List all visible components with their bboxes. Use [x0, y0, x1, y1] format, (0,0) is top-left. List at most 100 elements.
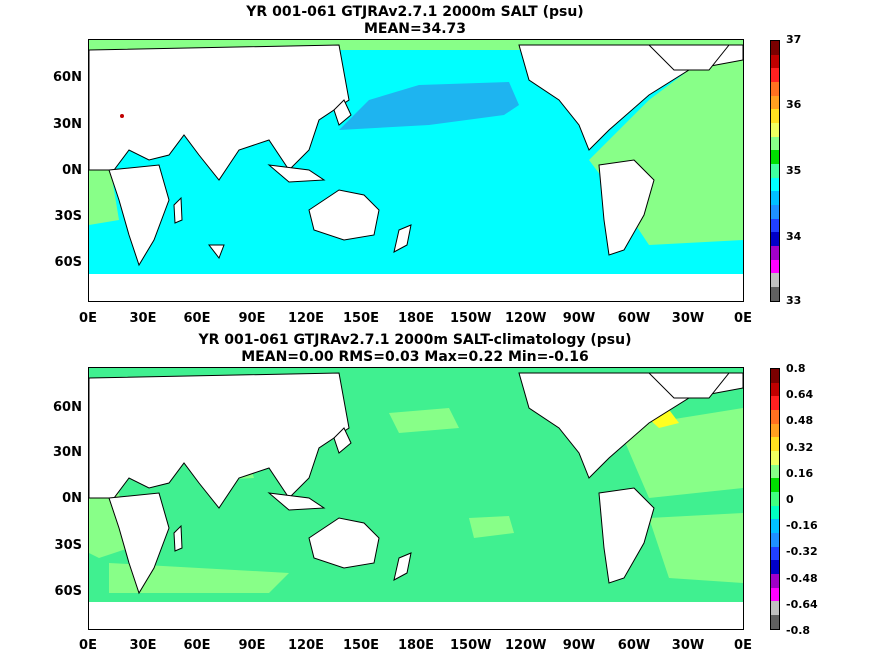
- colorbar-segment: [771, 259, 779, 274]
- greenland: [647, 44, 731, 71]
- japan: [333, 427, 352, 454]
- colorbar-label: 37: [786, 33, 802, 46]
- colorbar-segment: [771, 560, 779, 575]
- new-zealand: [393, 552, 412, 581]
- colorbar-segment: [771, 574, 779, 588]
- arctic-strip: [89, 40, 743, 50]
- colorbar-label: 0: [786, 493, 794, 506]
- madagascar: [173, 524, 183, 552]
- lon-label: 180E: [397, 638, 435, 653]
- lat-label-30n: 30N: [53, 445, 82, 460]
- lon-label: 0E: [734, 638, 752, 653]
- landmasses: [89, 44, 743, 267]
- colorbar-segment: [771, 601, 779, 616]
- madagascar: [173, 196, 183, 224]
- australia: [308, 189, 380, 241]
- africa-south: [108, 492, 170, 595]
- colorbar-segment: [771, 164, 779, 178]
- colorbar-segment: [771, 451, 779, 465]
- lat-label-60n: 60N: [53, 70, 82, 85]
- eurasia-africa: [89, 44, 350, 181]
- colorbar-label: -0.48: [786, 572, 818, 585]
- colorbar-segment: [771, 437, 779, 452]
- colorbar-segment: [771, 150, 779, 165]
- colorbar-segment: [771, 492, 779, 506]
- colorbar-segment: [771, 41, 779, 55]
- colorbar-segment: [771, 191, 779, 206]
- new-zealand: [393, 224, 412, 253]
- med-hot-spot: [120, 114, 124, 118]
- colorbar-segment: [771, 615, 779, 629]
- lat-label-60n: 60N: [53, 400, 82, 415]
- colorbar-segment: [771, 95, 779, 110]
- lon-label: 0E: [734, 311, 752, 326]
- colorbar-segment: [771, 123, 779, 137]
- lon-label: 150E: [342, 311, 380, 326]
- landmasses: [89, 372, 743, 595]
- lon-label: 150W: [450, 638, 492, 653]
- map-panel-anomaly: [88, 367, 744, 630]
- north-pacific-low-salt: [339, 82, 519, 130]
- lat-label-60s: 60S: [54, 584, 82, 599]
- lon-label: 60W: [617, 311, 651, 326]
- lon-label: 30W: [671, 638, 705, 653]
- colorbar-segment: [771, 273, 779, 288]
- panel2-title: YR 001-061 GTJRAv2.7.1 2000m SALT-climat…: [198, 332, 632, 348]
- colorbar-label: 33: [786, 294, 802, 307]
- colorbar-segment: [771, 369, 779, 383]
- colorbar-segment: [771, 82, 779, 96]
- panel2-stats: MEAN=0.00 RMS=0.03 Max=0.22 Min=-0.16: [241, 349, 589, 365]
- colorbar-label: 36: [786, 98, 802, 111]
- colorbar-segment: [771, 396, 779, 411]
- colorbar-segment: [771, 177, 779, 192]
- lon-label: 150W: [450, 311, 492, 326]
- lon-label: 120W: [505, 638, 547, 653]
- colorbar-segment: [771, 109, 779, 124]
- south-america: [598, 159, 655, 256]
- colorbar-segment: [771, 68, 779, 83]
- colorbar-label: 0.32: [786, 441, 814, 454]
- lon-label: 90W: [562, 638, 596, 653]
- lon-label: 120E: [287, 638, 325, 653]
- lon-label: 60E: [183, 311, 211, 326]
- colorbar-label: -0.8: [786, 624, 811, 637]
- lat-label-0n: 0N: [62, 163, 82, 178]
- lon-label: 90W: [562, 311, 596, 326]
- colorbar-salt: [770, 40, 780, 302]
- lat-label-30n: 30N: [53, 117, 82, 132]
- indonesia: [267, 164, 326, 183]
- panel1-mean: MEAN=34.73: [363, 21, 467, 37]
- lon-label: 30E: [129, 311, 157, 326]
- colorbar-label: -0.64: [786, 598, 818, 611]
- colorbar-segment: [771, 205, 779, 219]
- colorbar-segment: [771, 136, 779, 151]
- colorbar-label: -0.16: [786, 519, 818, 532]
- north-america: [518, 372, 743, 479]
- colorbar-segment: [771, 232, 779, 247]
- south-america: [598, 487, 655, 584]
- colorbar-segment: [771, 382, 779, 397]
- lon-label: 120W: [505, 311, 547, 326]
- salt-map: [89, 40, 743, 301]
- colorbar-label: 35: [786, 164, 802, 177]
- antarctic-land: [89, 274, 743, 301]
- anomaly-map: [89, 368, 743, 629]
- lat-label-0n: 0N: [62, 491, 82, 506]
- lon-label: 60E: [183, 638, 211, 653]
- lon-label: 120E: [287, 311, 325, 326]
- north-america: [518, 44, 743, 151]
- eurasia-africa: [89, 372, 350, 509]
- australia: [308, 517, 380, 569]
- colorbar-label: 0.48: [786, 414, 814, 427]
- kerguelen: [207, 244, 225, 260]
- colorbar-segment: [771, 464, 779, 479]
- africa-south: [108, 164, 170, 267]
- panel1-title: YR 001-061 GTJRAv2.7.1 2000m SALT (psu): [246, 4, 584, 20]
- colorbar-segment: [771, 287, 779, 301]
- lat-label-30s: 30S: [54, 209, 82, 224]
- colorbar-label: 0.16: [786, 467, 814, 480]
- lon-label: 30E: [129, 638, 157, 653]
- colorbar-segment: [771, 519, 779, 534]
- colorbar-label: 0.64: [786, 388, 814, 401]
- japan: [333, 99, 352, 126]
